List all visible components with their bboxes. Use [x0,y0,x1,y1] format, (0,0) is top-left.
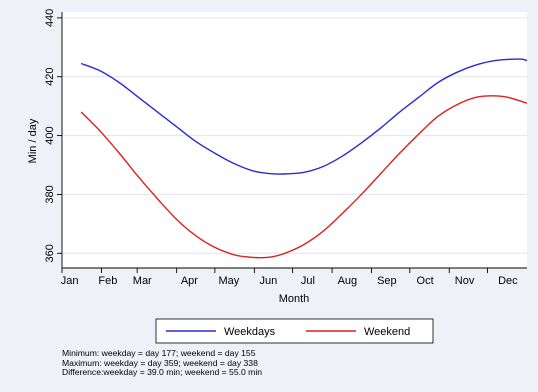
x-tick-label: Nov [455,275,475,287]
x-tick-label: Feb [98,275,117,287]
legend-label-weekend: Weekend [364,326,410,338]
legend-label-weekdays: Weekdays [224,326,276,338]
y-tick-label: 360 [44,244,56,262]
y-tick-label: 380 [44,185,56,203]
y-tick-label: 440 [44,9,56,27]
summary-notes: Minimum: weekday = day 177; weekend = da… [62,348,263,378]
x-tick-label: Sep [377,275,397,287]
x-tick-label: Mar [133,275,152,287]
series-line-weekend [80,95,528,259]
y-axis-title: Min / day [27,118,39,163]
x-tick-label: Apr [181,275,198,287]
y-tick-label: 400 [44,126,56,144]
legend: Weekdays Weekend [155,318,434,344]
x-tick-label: Aug [338,275,358,287]
x-tick-label: May [218,275,239,287]
series-group [80,58,528,259]
y-tick-label: 420 [44,68,56,86]
gridlines [62,17,527,254]
x-tick-label: Jul [301,275,315,287]
x-axis: Jan Feb Mar Apr May Jun Jul Aug Sep Oct Nov Dec [61,267,527,287]
series-line-weekdays [80,58,528,175]
note-difference: Difference:weekday = 39.0 min; weekend =… [62,367,263,378]
x-axis-title: Month [279,293,310,305]
y-axis: 360 380 400 420 440 [44,9,63,268]
note-maximum: Maximum: weekday = day 359; weekend = da… [62,357,258,368]
x-tick-label: Jan [61,275,79,287]
x-tick-label: Jun [260,275,278,287]
x-tick-label: Oct [417,275,434,287]
note-minimum: Minimum: weekday = day 177; weekend = da… [62,348,256,358]
x-tick-label: Dec [498,275,518,287]
plot-area [62,12,527,268]
